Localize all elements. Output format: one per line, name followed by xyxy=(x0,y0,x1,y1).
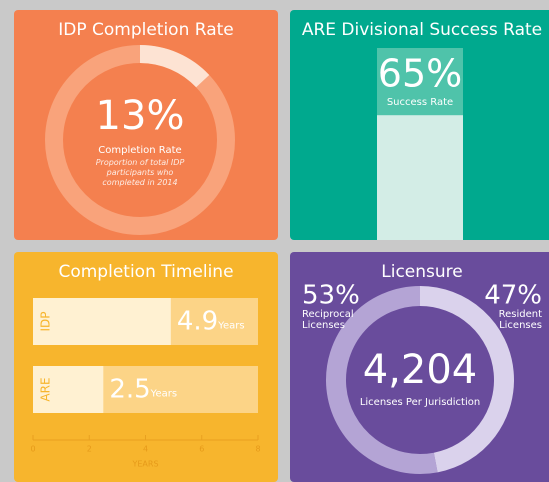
value-caption: Completion Rate xyxy=(98,145,181,156)
bar xyxy=(33,366,104,413)
donut-arc xyxy=(139,45,210,88)
x-tick-label: 2 xyxy=(87,445,92,454)
category-word: Licenses xyxy=(302,320,345,331)
x-tick-label: 4 xyxy=(143,445,148,454)
value-label: 13% xyxy=(96,93,185,139)
panel-title: IDP Completion Rate xyxy=(58,20,234,40)
value: 2.5 xyxy=(109,374,150,404)
unit: Years xyxy=(150,389,177,400)
category-word: Reciprocal xyxy=(302,309,354,320)
note: Proportion of total IDP participants who… xyxy=(95,158,185,187)
panel-title: Completion Timeline xyxy=(58,262,233,282)
panel-title: Licensure xyxy=(381,262,462,282)
x-tick-label: 0 xyxy=(30,445,35,454)
note-box: Proportion of total IDP participants who… xyxy=(95,158,185,187)
x-tick-label: 8 xyxy=(255,445,260,454)
value: 4.9 xyxy=(177,306,218,336)
value-label: 47% xyxy=(484,281,542,311)
pie-segment xyxy=(419,286,514,473)
x-tick-label: 6 xyxy=(199,445,204,454)
value-label: 65% xyxy=(378,52,462,96)
unit: Years xyxy=(217,321,244,332)
category-label: Resident Licenses xyxy=(499,309,542,331)
category-word: Resident xyxy=(499,309,542,320)
column-bar xyxy=(377,115,463,240)
total-caption: Licenses Per Jurisdiction xyxy=(360,397,480,408)
value-label: 53% xyxy=(302,281,360,311)
value-caption: Success Rate xyxy=(387,97,453,108)
bar xyxy=(33,298,171,345)
category-word: Licenses xyxy=(499,320,542,331)
category-label: IDP xyxy=(39,311,53,331)
panel-title: ARE Divisional Success Rate xyxy=(302,20,542,40)
pie-segment xyxy=(326,286,438,474)
total-label: 4,204 xyxy=(363,347,478,393)
category-label: ARE xyxy=(39,377,53,401)
x-axis-label: YEARS xyxy=(131,460,158,469)
value-label: 2.5Years xyxy=(109,374,177,404)
value-label: 4.9Years xyxy=(177,306,245,336)
category-label: Reciprocal Licenses xyxy=(302,309,354,331)
